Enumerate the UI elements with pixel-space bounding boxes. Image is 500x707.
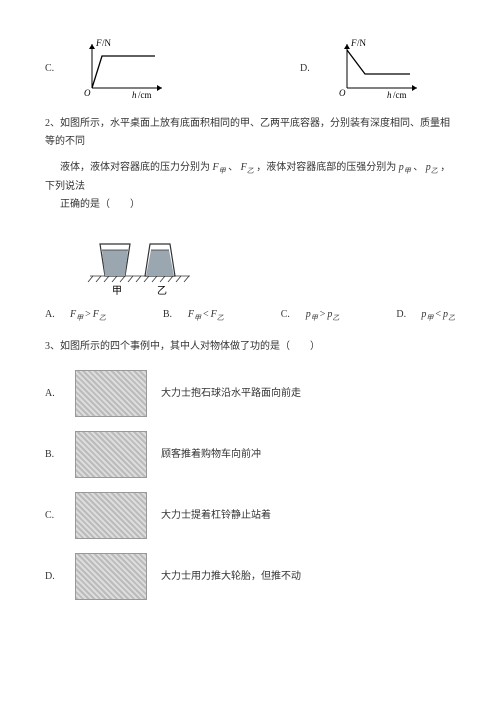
q2-choiceC[interactable]: C. p甲 > p乙 xyxy=(281,306,340,325)
q2-Fjia: F甲 xyxy=(213,162,226,173)
q3-imgC xyxy=(75,492,147,539)
graphD-ylabel2: /N xyxy=(357,38,367,48)
q2-Fyi: F乙 xyxy=(241,162,254,173)
fig-label-yi: 乙 xyxy=(157,285,167,296)
q2-line2b: ，液体对容器底部的压强分别为 xyxy=(256,162,396,173)
graphD-svg: F /N O h /cm xyxy=(335,36,425,101)
q2-line1: 如图所示，水平桌面上放有底面积相同的甲、乙两平底容器，分别装有深度相同、质量相等… xyxy=(45,118,450,147)
q2-choiceB[interactable]: B. F甲 < F乙 xyxy=(163,306,224,325)
fig-label-jia: 甲 xyxy=(112,286,122,296)
q3-descB: 顾客推着购物车向前冲 xyxy=(161,446,261,464)
q3-descC: 大力士提着杠铃静止站着 xyxy=(161,507,271,525)
q2-sep1: 、 xyxy=(228,162,238,173)
q2-figure: 甲 乙 xyxy=(85,224,455,296)
q2-choiceA[interactable]: A. F甲 > F乙 xyxy=(45,306,106,325)
graphD-origin: O xyxy=(339,88,346,98)
graphD-xlabel2: /cm xyxy=(393,90,407,100)
q2-line3: 正确的是（ ） xyxy=(45,196,455,214)
q2-text: 2、如图所示，水平桌面上放有底面积相同的甲、乙两平底容器，分别装有深度相同、质量… xyxy=(45,115,455,151)
q3-descD: 大力士用力推大轮胎，但推不动 xyxy=(161,568,301,586)
graphC-origin: O xyxy=(84,88,91,98)
q3-text: 3、如图所示的四个事例中，其中人对物体做了功的是（ ） xyxy=(45,338,455,356)
q2-num: 2、 xyxy=(45,118,60,129)
q3-body: 如图所示的四个事例中，其中人对物体做了功的是（ ） xyxy=(60,341,320,352)
graphD-ylabel: F xyxy=(350,38,357,48)
graphC-xlabel: h xyxy=(132,90,137,100)
q2-pjia: p甲 xyxy=(399,162,411,173)
q2-sep2: 、 xyxy=(413,162,423,173)
q1-optC-label: C. xyxy=(45,60,60,78)
q3-imgD xyxy=(75,553,147,600)
graphD-xlabel: h xyxy=(387,90,392,100)
q2-pyi: p乙 xyxy=(426,162,438,173)
q3-descA: 大力士抱石球沿水平路面向前走 xyxy=(161,385,301,403)
graphC-svg: F /N O h /cm xyxy=(80,36,170,101)
q2-line2a: 液体，液体对容器底的压力分别为 xyxy=(60,162,210,173)
graphC-ylabel: F xyxy=(95,38,102,48)
q3-optB[interactable]: B. 顾客推着购物车向前冲 xyxy=(45,431,455,478)
q1-graphC: F /N O h /cm xyxy=(80,36,170,101)
q2-line2-wrap: 液体，液体对容器底的压力分别为 F甲 、 F乙 ，液体对容器底部的压强分别为 p… xyxy=(45,159,455,196)
q1-graphD: F /N O h /cm xyxy=(335,36,425,101)
q1-optD-label: D. xyxy=(300,60,315,78)
q1-options-row: C. F /N O h /cm D. F /N O xyxy=(45,36,455,101)
graphC-ylabel2: /N xyxy=(102,38,112,48)
q3-optD[interactable]: D. 大力士用力推大轮胎，但推不动 xyxy=(45,553,455,600)
q2-choiceD[interactable]: D. p甲 < p乙 xyxy=(396,306,455,325)
q3-imgA xyxy=(75,370,147,417)
q3-optA[interactable]: A. 大力士抱石球沿水平路面向前走 xyxy=(45,370,455,417)
containers-svg: 甲 乙 xyxy=(85,224,195,296)
graphC-xlabel2: /cm xyxy=(138,90,152,100)
q3-num: 3、 xyxy=(45,341,60,352)
q2-choices: A. F甲 > F乙 B. F甲 < F乙 C. p甲 > p乙 D. p甲 <… xyxy=(45,306,455,325)
q3-optC[interactable]: C. 大力士提着杠铃静止站着 xyxy=(45,492,455,539)
q3-imgB xyxy=(75,431,147,478)
